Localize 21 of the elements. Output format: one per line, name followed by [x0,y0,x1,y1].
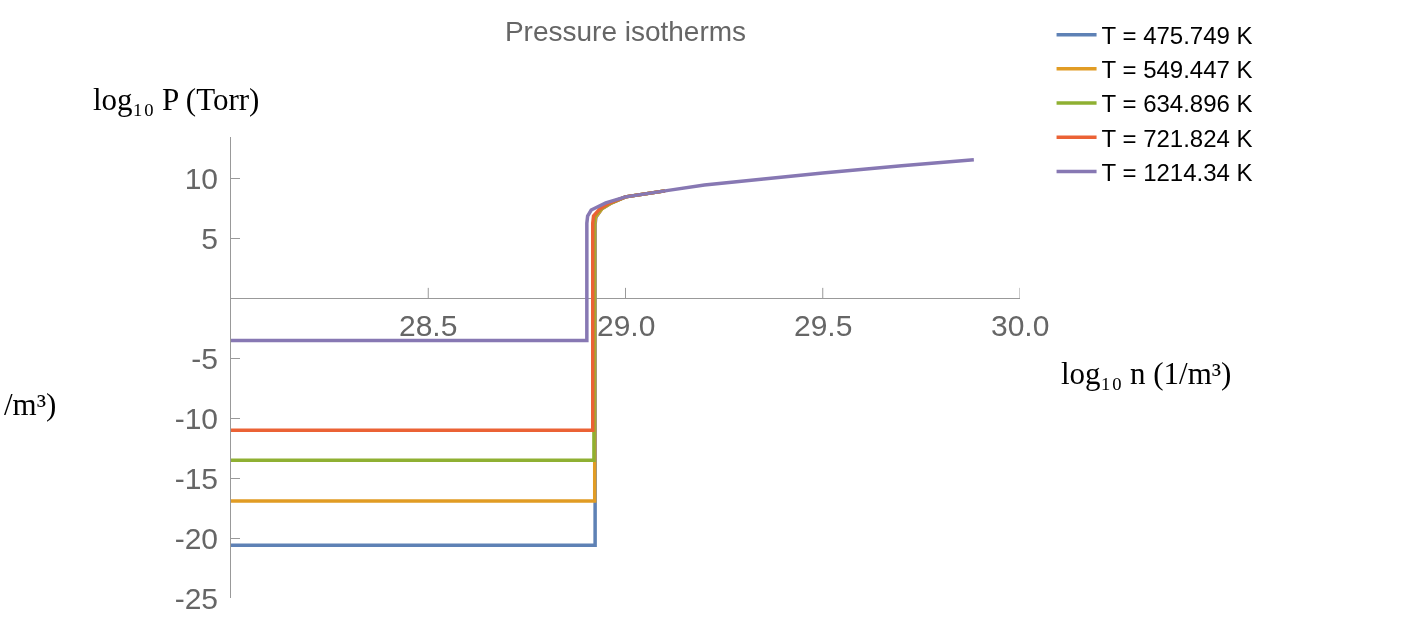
y-tick-label: 5 [201,222,218,256]
y-tick-label: -10 [174,401,218,435]
x-tick-label: 30.0 [991,309,1050,342]
y-tick-label: 10 [184,162,218,196]
legend-label: T = 1214.34 K [1101,158,1253,186]
x-tick-label: 29.0 [597,309,656,342]
line-series [231,158,976,343]
x-tick-label: 28.5 [399,309,458,342]
legend-label: T = 721.824 K [1101,124,1253,152]
chart-title: Pressure isotherms [504,16,747,48]
x-tick-label: 29.5 [794,309,853,342]
y-tick-label: -20 [174,521,218,555]
y-tick-label: -15 [174,461,218,495]
legend-label: T = 549.447 K [1101,56,1253,84]
y-axis-title: log₁₀ P (Torr) [93,82,260,117]
text: /m³) [4,387,57,422]
y-tick-label: -25 [174,581,218,615]
x-axis-title: log₁₀ n (1/m³) [1061,356,1232,391]
legend-label: T = 475.749 K [1101,21,1253,49]
legend-label: T = 634.896 K [1101,90,1253,118]
y-tick-label: -5 [191,342,218,376]
